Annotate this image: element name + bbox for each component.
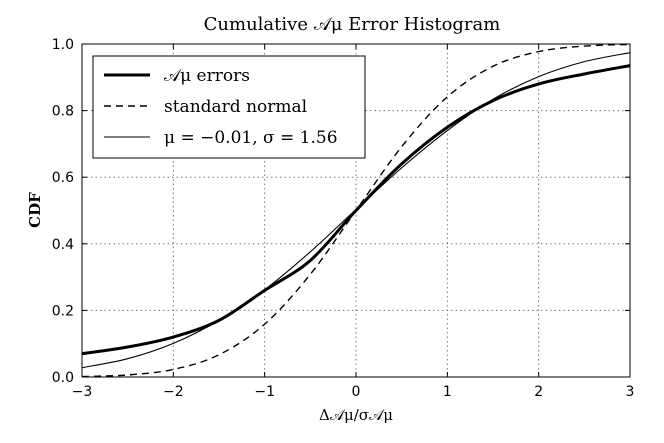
x-tick-label: 3 (626, 384, 635, 400)
y-tick-label: 0.2 (52, 303, 74, 319)
y-tick-label: 1.0 (52, 37, 74, 53)
y-tick-label: 0.6 (52, 170, 74, 186)
series-line-fit (81, 52, 631, 369)
x-tick-label: −2 (163, 384, 184, 400)
y-axis-label: CDF (26, 192, 44, 228)
x-tick-label: −1 (254, 384, 275, 400)
x-tick-label: 2 (534, 384, 543, 400)
plot-frame (81, 43, 631, 378)
y-tick-label: 0.4 (52, 237, 74, 253)
x-tick-label: −3 (72, 384, 93, 400)
x-tick-label: 1 (443, 384, 452, 400)
legend-box (92, 55, 366, 159)
chart-title: Cumulative 𝒜μ Error Histogram (204, 14, 501, 35)
legend: 𝒜μ errors standard normal μ = −0.01, σ =… (92, 55, 366, 159)
y-tick-label: 0.8 (52, 104, 74, 120)
x-tick-label: 0 (352, 384, 361, 400)
legend-label-fit: μ = −0.01, σ = 1.56 (164, 128, 338, 148)
legend-label-errors: 𝒜μ errors (164, 66, 250, 86)
series-lines (81, 43, 631, 378)
series-line-normal (81, 43, 631, 378)
x-axis-label: Δ𝒜μ/σ𝒜μ (319, 406, 393, 424)
y-tick-label: 0.0 (52, 370, 74, 386)
legend-label-normal: standard normal (164, 97, 307, 117)
